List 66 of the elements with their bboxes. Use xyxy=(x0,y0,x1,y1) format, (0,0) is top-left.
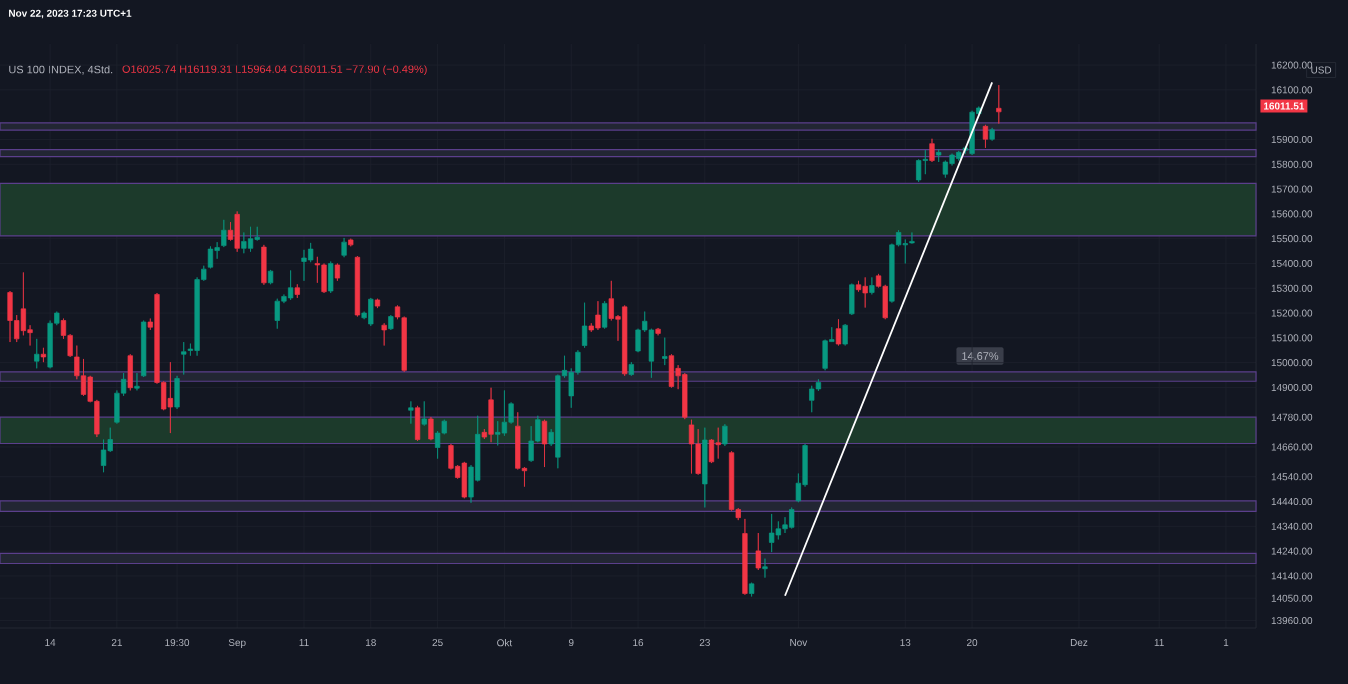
candlestick xyxy=(247,226,254,253)
candlestick xyxy=(321,263,327,294)
candlestick xyxy=(267,269,274,285)
candlestick xyxy=(929,138,935,163)
candlestick xyxy=(869,276,875,295)
candlestick xyxy=(628,361,634,377)
candlestick xyxy=(207,246,214,269)
candlestick xyxy=(40,347,47,363)
candlestick xyxy=(722,423,728,447)
candlestick xyxy=(368,297,374,327)
candlestick xyxy=(288,270,294,301)
candlestick xyxy=(916,158,922,183)
candlestick xyxy=(541,419,548,468)
candlestick xyxy=(922,149,928,175)
candlestick xyxy=(294,283,300,299)
candlestick xyxy=(715,427,721,459)
candlestick xyxy=(381,322,387,346)
candlestick xyxy=(181,341,187,375)
candlestick xyxy=(748,582,755,597)
candlestick xyxy=(388,314,394,331)
candlestick xyxy=(461,461,467,499)
candlestick xyxy=(581,302,588,349)
candlestick xyxy=(835,318,842,346)
candlestick xyxy=(408,400,414,425)
candlestick xyxy=(127,353,133,391)
candlestick xyxy=(688,419,695,474)
candlestick xyxy=(7,290,13,343)
candlestick xyxy=(341,237,347,258)
candlestick xyxy=(668,353,675,389)
candlestick xyxy=(742,518,748,596)
candlestick xyxy=(174,375,180,410)
candlestick xyxy=(421,400,427,426)
candlestick xyxy=(755,532,761,571)
candlestick xyxy=(662,337,668,366)
candlestick xyxy=(702,427,708,508)
candlestick xyxy=(488,387,494,443)
candlestick xyxy=(982,124,989,149)
candlestick xyxy=(274,298,280,330)
candlestick xyxy=(261,244,267,286)
candlestick xyxy=(655,327,661,336)
candlestick xyxy=(996,84,1002,124)
candlestick xyxy=(622,305,628,377)
candlestick xyxy=(414,405,421,442)
candlestick xyxy=(595,300,601,331)
candlestick xyxy=(428,416,434,441)
candlestick xyxy=(241,232,247,254)
candlestick xyxy=(301,249,307,282)
candlestick xyxy=(34,338,40,369)
candlestick xyxy=(348,238,354,247)
candlestick xyxy=(354,255,361,317)
candlestick xyxy=(374,298,381,309)
candlestick xyxy=(842,323,848,346)
candlestick xyxy=(334,263,341,282)
candlestick xyxy=(328,261,334,294)
candlestick xyxy=(769,513,775,553)
candlestick xyxy=(849,283,855,316)
candlestick xyxy=(789,507,795,529)
candlestick xyxy=(809,385,815,413)
candlestick xyxy=(762,558,768,579)
candlestick xyxy=(989,127,995,142)
candlestick xyxy=(682,372,688,420)
candlestick xyxy=(234,211,240,253)
candlestick xyxy=(862,276,868,308)
candlestick xyxy=(167,361,173,434)
candlestick xyxy=(602,300,608,330)
candlestick xyxy=(956,150,962,161)
